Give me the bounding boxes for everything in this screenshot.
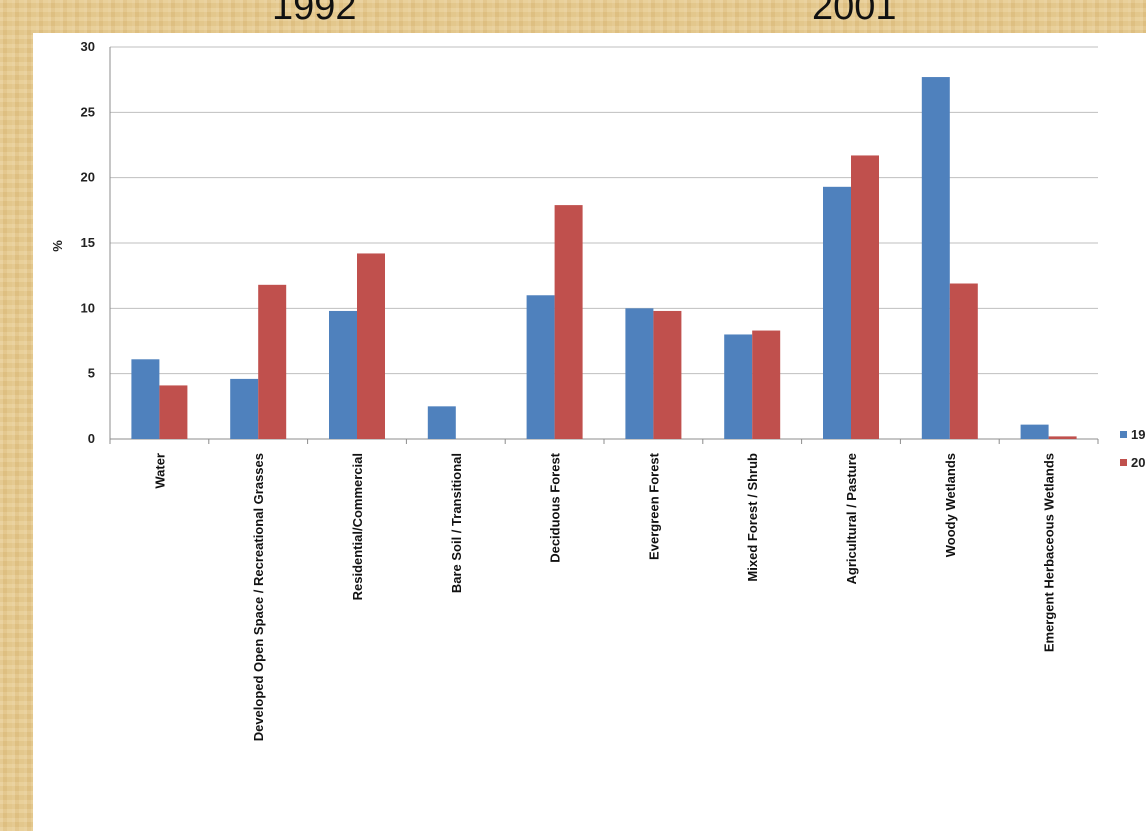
bar-2001-0 [159, 385, 188, 439]
category-label: Evergreen Forest [646, 452, 661, 560]
bar-1992-6 [724, 334, 753, 439]
category-label: Deciduous Forest [548, 452, 563, 562]
y-tick-label: 20 [81, 170, 95, 185]
y-tick-label: 10 [81, 300, 95, 315]
category-label: Developed Open Space / Recreational Gras… [251, 453, 266, 741]
y-axis-title: % [50, 240, 65, 252]
bar-2001-9 [1048, 436, 1077, 439]
y-tick-label: 15 [81, 235, 95, 250]
category-label: Residential/Commercial [350, 453, 365, 600]
category-label: Water [152, 453, 167, 489]
bar-2001-1 [258, 284, 287, 439]
bar-1992-9 [1020, 424, 1049, 439]
bar-2001-2 [357, 253, 385, 439]
land-cover-bar-chart: 0 5 10 15 20 25 30% Water Developed Open Space /… [50, 39, 1146, 741]
year-1992-label: 1992 [272, 0, 357, 28]
bar-2001-4 [554, 205, 583, 439]
y-tick-label: 25 [81, 104, 95, 119]
bar-1992-7 [823, 186, 851, 439]
bar-1992-2 [329, 310, 357, 439]
year-2001-label: 2001 [812, 0, 897, 28]
bar-1992-4 [526, 295, 555, 439]
category-label: Agricultural / Pasture [844, 453, 859, 584]
category-label: Bare Soil / Transitional [449, 453, 464, 593]
category-label: Mixed Forest / Shrub [745, 453, 760, 582]
bar-2001-6 [752, 330, 781, 439]
bar-1992-1 [230, 378, 259, 439]
bar-1992-0 [131, 359, 160, 439]
y-tick-label: 5 [88, 366, 95, 381]
y-tick-label: 30 [81, 39, 95, 54]
bar-2001-5 [653, 310, 682, 439]
category-label: Woody Wetlands [943, 453, 958, 557]
legend-label-1992: 1992 [1131, 427, 1146, 442]
bar-1992-5 [625, 308, 654, 439]
y-tick-label: 0 [88, 431, 95, 446]
legend-swatch-1992 [1120, 431, 1127, 438]
legend-swatch-2001 [1120, 459, 1127, 466]
bar-2001-7 [851, 155, 879, 439]
bar-2001-8 [949, 283, 978, 439]
legend-label-2001: 2001 [1131, 455, 1146, 470]
bar-1992-3 [427, 406, 456, 439]
category-label: Emergent Herbaceous Wetlands [1042, 453, 1057, 652]
bar-1992-8 [921, 77, 950, 439]
chart-panel: 0 5 10 15 20 25 30% Water Developed Open Space /… [33, 33, 1146, 831]
